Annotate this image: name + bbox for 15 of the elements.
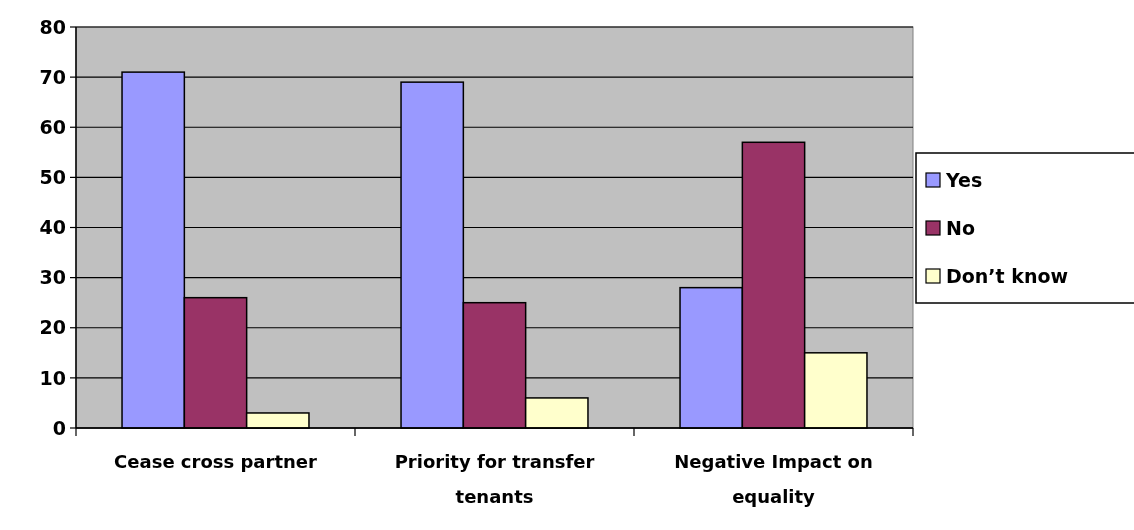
legend-label: No	[946, 216, 975, 239]
y-tick-label: 30	[39, 266, 66, 289]
y-tick-label: 20	[39, 316, 66, 339]
y-tick-label: 50	[39, 166, 66, 189]
y-tick-label: 40	[39, 216, 66, 239]
x-tick-label: Negative Impact on equality	[674, 451, 873, 507]
y-tick-label: 60	[39, 115, 66, 138]
y-tick-label: 10	[39, 366, 66, 389]
y-tick-label: 80	[39, 15, 66, 38]
y-tick-label: 70	[39, 65, 66, 88]
x-tick-label: Cease cross partner	[114, 451, 317, 472]
y-tick-label: 0	[52, 416, 66, 439]
x-tick-label: Priority for transfer tenants	[394, 451, 595, 507]
legend-label: Yes	[945, 168, 983, 191]
legend-label: Don’t know	[946, 264, 1069, 287]
